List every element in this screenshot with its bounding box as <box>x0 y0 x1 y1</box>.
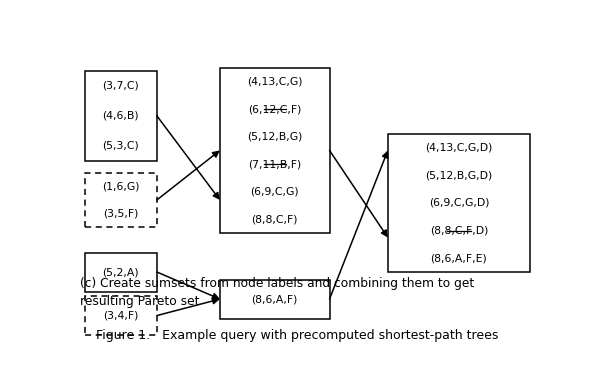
Text: Figure 1.   Example query with precomputed shortest-path trees: Figure 1. Example query with precomputed… <box>80 329 498 342</box>
Text: (7,11,B,F): (7,11,B,F) <box>248 159 302 169</box>
Bar <box>220 280 329 319</box>
Bar <box>220 68 329 233</box>
Bar <box>84 296 157 335</box>
Text: (4,6,B): (4,6,B) <box>102 111 139 121</box>
Bar <box>84 71 157 161</box>
Text: (8,6,A,F): (8,6,A,F) <box>252 294 298 304</box>
Bar <box>388 134 530 272</box>
Text: (c) Create sumsets from node labels and combining them to get
resulting Pareto s: (c) Create sumsets from node labels and … <box>80 277 474 308</box>
Text: (1,6,G): (1,6,G) <box>102 181 140 191</box>
Text: (5,12,B,G,D): (5,12,B,G,D) <box>426 170 492 180</box>
Text: (6,9,C,G,D): (6,9,C,G,D) <box>429 198 489 208</box>
Text: (6,9,C,G): (6,9,C,G) <box>250 187 299 197</box>
Text: (3,5,F): (3,5,F) <box>103 209 138 218</box>
Text: (6,12,C,F): (6,12,C,F) <box>248 104 302 114</box>
Text: (5,2,A): (5,2,A) <box>102 267 139 277</box>
Text: (8,8,C,F,D): (8,8,C,F,D) <box>430 225 488 236</box>
Text: (8,6,A,F,E): (8,6,A,F,E) <box>430 253 488 263</box>
Text: (4,13,C,G,D): (4,13,C,G,D) <box>425 143 492 153</box>
Text: (3,4,F): (3,4,F) <box>103 310 138 321</box>
Text: (5,3,C): (5,3,C) <box>102 141 139 151</box>
Bar <box>84 252 157 292</box>
Text: (3,7,C): (3,7,C) <box>102 81 139 91</box>
Text: (4,13,C,G): (4,13,C,G) <box>247 76 302 87</box>
Text: (5,12,B,G): (5,12,B,G) <box>247 132 302 142</box>
Bar <box>84 173 157 227</box>
Text: (8,8,C,F): (8,8,C,F) <box>252 214 298 224</box>
